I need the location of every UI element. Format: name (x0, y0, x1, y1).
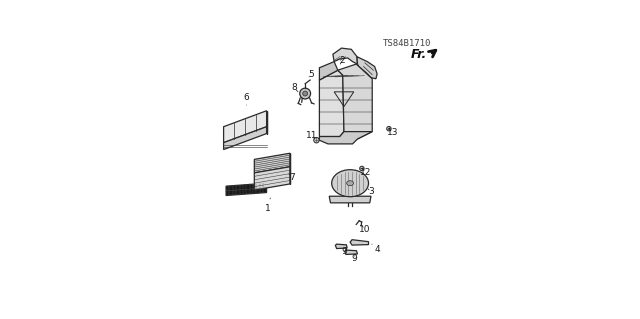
Circle shape (314, 137, 319, 143)
Text: 9: 9 (341, 248, 347, 256)
Circle shape (300, 88, 310, 99)
Text: 2: 2 (339, 56, 345, 65)
Polygon shape (335, 244, 347, 249)
Polygon shape (333, 48, 358, 64)
Ellipse shape (332, 170, 369, 197)
Polygon shape (357, 57, 377, 79)
Text: Fr.: Fr. (412, 48, 428, 61)
Text: 6: 6 (244, 93, 250, 105)
Polygon shape (338, 64, 372, 139)
Polygon shape (319, 70, 344, 137)
Text: TS84B1710: TS84B1710 (383, 39, 431, 48)
Text: 9: 9 (351, 254, 356, 263)
Circle shape (360, 166, 364, 171)
Polygon shape (319, 132, 372, 144)
Polygon shape (345, 250, 358, 255)
Circle shape (387, 126, 391, 131)
Text: 4: 4 (372, 244, 380, 254)
Polygon shape (329, 196, 371, 203)
Ellipse shape (347, 181, 353, 186)
Circle shape (303, 91, 308, 96)
Polygon shape (319, 62, 338, 80)
Text: 10: 10 (359, 225, 371, 234)
Polygon shape (254, 153, 290, 173)
Text: 5: 5 (308, 70, 314, 79)
Polygon shape (226, 183, 267, 196)
Text: 11: 11 (307, 131, 318, 140)
Text: 3: 3 (368, 187, 374, 196)
Text: 8: 8 (291, 83, 298, 93)
Polygon shape (254, 167, 290, 190)
Polygon shape (223, 127, 267, 150)
Text: 13: 13 (387, 128, 399, 137)
Polygon shape (350, 240, 369, 245)
Text: 7: 7 (289, 173, 295, 182)
Text: 1: 1 (265, 198, 271, 213)
Text: 12: 12 (360, 168, 372, 177)
Polygon shape (223, 111, 267, 143)
